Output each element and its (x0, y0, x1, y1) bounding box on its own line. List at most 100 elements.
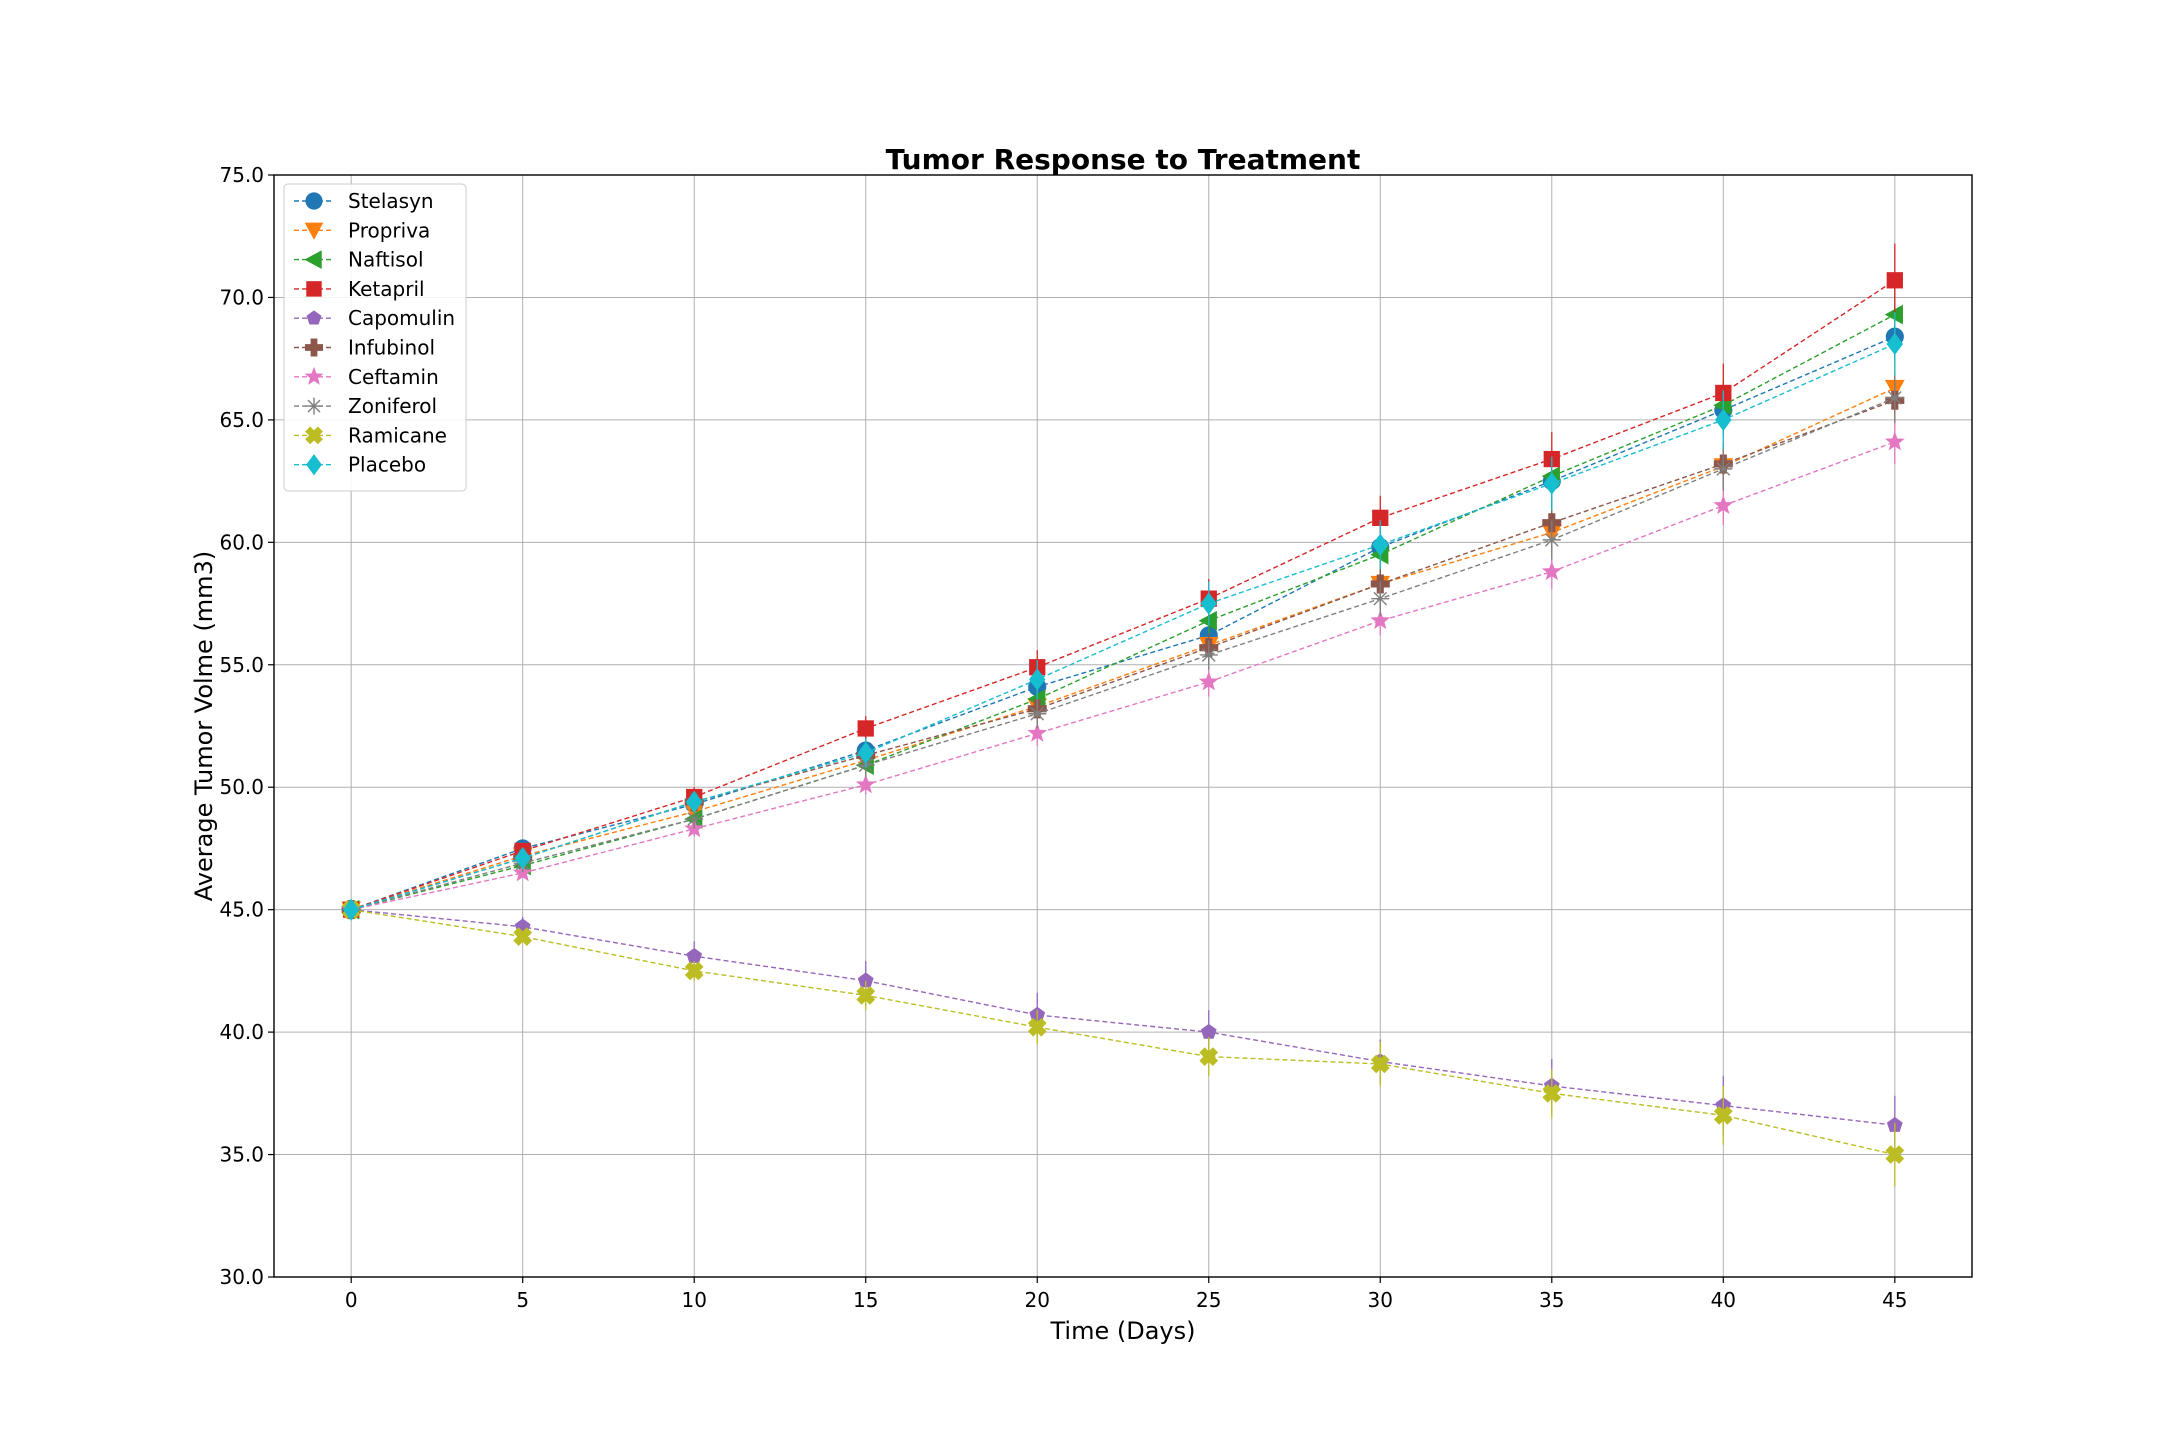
y-tick-label: 50.0 (219, 775, 264, 799)
legend-label-placebo: Placebo (348, 453, 426, 477)
legend-label-capomulin: Capomulin (348, 306, 455, 330)
x-tick-label: 30 (1368, 1288, 1393, 1312)
legend-label-ketapril: Ketapril (348, 277, 425, 301)
point-ceftamin (1541, 561, 1562, 581)
legend-marker-ramicane-shape (305, 426, 323, 445)
point-placebo (342, 898, 360, 921)
point-zoniferol (1371, 589, 1390, 608)
point-ramicane (684, 961, 704, 981)
point-ramicane (1542, 1083, 1562, 1103)
point-ramicane-shape (856, 986, 876, 1005)
point-zoniferol-stroke (1716, 462, 1731, 476)
legend-item-stelasyn: Stelasyn (294, 189, 434, 213)
point-naftisol (1884, 304, 1903, 325)
point-zoniferol-stroke (1030, 706, 1045, 721)
y-tick-label: 45.0 (219, 898, 264, 922)
x-tick-label: 40 (1711, 1288, 1736, 1312)
point-ceftamin (1198, 671, 1219, 691)
legend-marker-ketapril (306, 281, 322, 297)
point-ramicane-shape (1370, 1054, 1390, 1074)
x-tick-label: 0 (345, 1288, 358, 1312)
y-tick-label: 70.0 (219, 285, 264, 309)
point-placebo (685, 790, 703, 814)
x-tick-label: 20 (1025, 1288, 1050, 1312)
legend-marker-ceftamin (304, 366, 324, 385)
legend-marker-naftisol (304, 250, 322, 269)
x-tick-label: 25 (1196, 1288, 1221, 1312)
series-line-capomulin (351, 908, 1895, 1126)
legend-marker-zoniferol (305, 397, 323, 415)
point-ramicane (1885, 1145, 1905, 1164)
point-placebo (1543, 472, 1561, 495)
legend-item-ramicane: Ramicane (294, 423, 447, 447)
chart-title: Tumor Response to Treatment (886, 143, 1361, 176)
point-zoniferol-stroke (1887, 390, 1902, 405)
point-ramicane (1199, 1047, 1219, 1066)
y-tick-label: 35.0 (219, 1143, 264, 1167)
legend-item-naftisol: Naftisol (294, 248, 424, 272)
series-line-ceftamin (351, 441, 1896, 911)
plot-frame (273, 174, 1973, 1278)
point-ramicane-shape (1885, 1145, 1905, 1164)
x-tick-label: 45 (1882, 1288, 1907, 1312)
point-ramicane-shape (1199, 1047, 1219, 1066)
series-line-propriva (350, 387, 1896, 911)
point-zoniferol-stroke (1544, 533, 1559, 547)
point-placebo (1200, 592, 1218, 615)
point-placebo (1715, 408, 1732, 432)
legend-marker-stelasyn (305, 192, 323, 210)
point-ramicane (513, 927, 533, 946)
y-tick-label: 65.0 (219, 408, 264, 432)
point-ketapril (1886, 272, 1903, 289)
point-ceftamin (1027, 722, 1048, 742)
series-line-ketapril (350, 279, 1896, 911)
legend-label-naftisol: Naftisol (348, 248, 424, 272)
legend-item-placebo: Placebo (294, 453, 426, 477)
series-layer (341, 243, 1905, 1187)
y-axis-label: Average Tumor Volme (mm3) (190, 551, 218, 901)
point-ceftamin (1713, 495, 1734, 515)
point-ramicane-shape (513, 927, 533, 946)
legend-item-zoniferol: Zoniferol (294, 394, 437, 418)
y-tick-label: 75.0 (219, 163, 264, 187)
legend-item-propriva: Propriva (294, 218, 430, 242)
point-ramicane (1027, 1017, 1047, 1037)
x-axis-label: Time (Days) (1050, 1317, 1196, 1345)
point-zoniferol (1199, 645, 1218, 664)
x-tick-label: 5 (516, 1288, 529, 1312)
series-line-stelasyn (350, 335, 1896, 911)
legend-marker-propriva (304, 222, 324, 240)
point-ceftamin (855, 774, 876, 794)
legend-label-zoniferol: Zoniferol (348, 394, 437, 418)
point-placebo (514, 847, 531, 870)
point-ramicane-shape (1713, 1106, 1733, 1125)
point-placebo (857, 741, 874, 765)
point-zoniferol (1714, 459, 1733, 478)
legend-marker-infubinol (305, 338, 323, 357)
point-ketapril (857, 720, 874, 737)
legend-label-stelasyn: Stelasyn (348, 189, 434, 213)
point-ceftamin (1370, 610, 1391, 630)
legend-item-ketapril: Ketapril (294, 277, 425, 301)
legend-marker-ramicane (305, 426, 323, 445)
point-ramicane-shape (1542, 1083, 1562, 1103)
legend-item-capomulin: Capomulin (294, 306, 455, 330)
x-tick-label: 35 (1539, 1288, 1564, 1312)
point-zoniferol-stroke (1201, 648, 1216, 662)
series-line-infubinol (350, 399, 1896, 911)
legend-marker-capomulin (306, 310, 322, 325)
legend-item-infubinol: Infubinol (294, 336, 435, 360)
point-ramicane-shape (684, 961, 704, 981)
series-ramicane (341, 900, 1905, 1187)
y-tick-label: 60.0 (219, 530, 264, 554)
x-tick-label: 15 (853, 1288, 878, 1312)
point-ramicane (1713, 1106, 1733, 1125)
point-naftisol (1198, 610, 1217, 631)
point-zoniferol (1028, 704, 1047, 723)
point-placebo (1886, 332, 1904, 356)
legend-item-ceftamin: Ceftamin (294, 365, 439, 389)
y-tick-label: 30.0 (219, 1265, 264, 1289)
point-zoniferol-stroke (687, 812, 702, 826)
legend: Stelasyn Propriva Naftisol Ketapril Capomuli… (283, 183, 467, 492)
